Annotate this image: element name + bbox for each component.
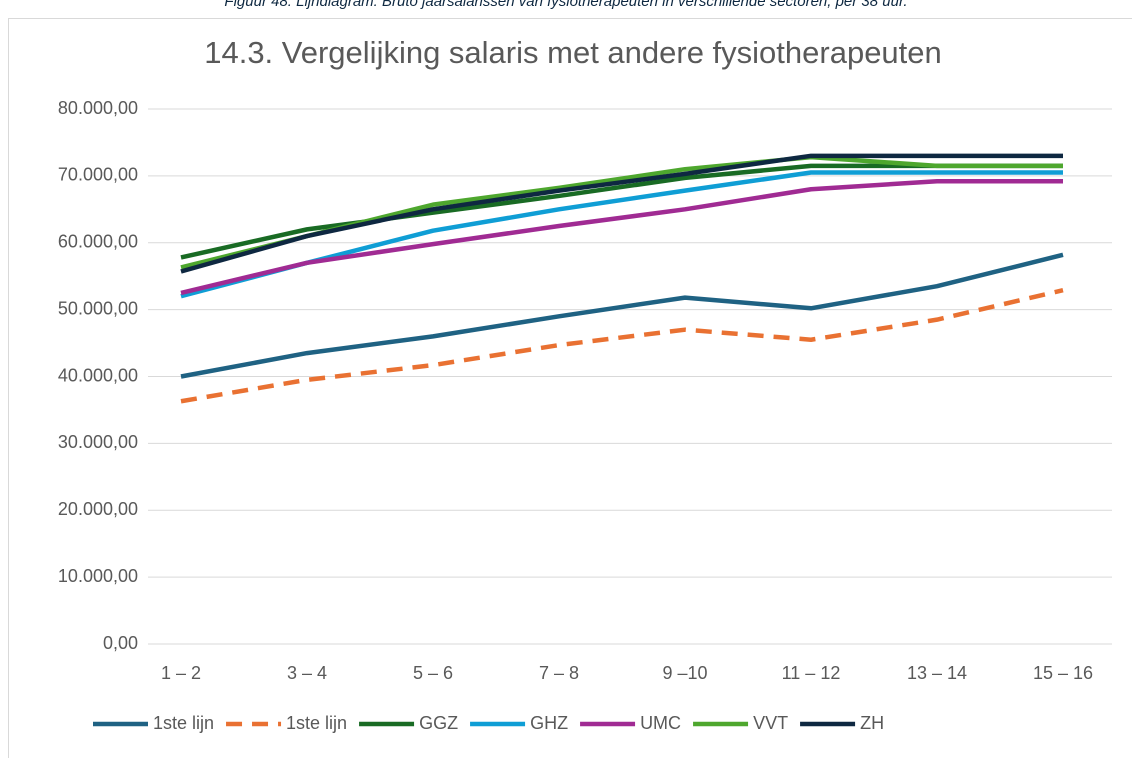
x-tick-label: 13 – 14 [907, 663, 967, 683]
y-tick-label: 70.000,00 [58, 165, 138, 185]
y-tick-label: 20.000,00 [58, 499, 138, 519]
series-line [180, 252, 1064, 379]
y-tick-label: 0,00 [103, 633, 138, 653]
series-line [180, 178, 1063, 296]
x-tick-label: 3 – 4 [287, 663, 327, 683]
legend-label: UMC [640, 713, 681, 733]
y-tick-label: 40.000,00 [58, 365, 138, 385]
x-tick-label: 9 –10 [662, 663, 707, 683]
y-tick-label: 30.000,00 [58, 432, 138, 452]
y-tick-label: 10.000,00 [58, 566, 138, 586]
y-tick-label: 50.000,00 [58, 298, 138, 318]
x-tick-label: 1 – 2 [161, 663, 201, 683]
y-tick-label: 60.000,00 [58, 232, 138, 252]
x-tick-label: 11 – 12 [782, 663, 841, 683]
series-line [180, 153, 1063, 274]
y-tick-label: 80.000,00 [58, 98, 138, 118]
x-tick-label: 7 – 8 [539, 663, 579, 683]
legend-label: 1ste lijn [286, 713, 347, 733]
x-tick-label: 5 – 6 [413, 663, 453, 683]
chart-title: 14.3. Vergelijking salaris met andere fy… [204, 35, 942, 70]
chart-frame [8, 18, 1132, 758]
legend-label: 1ste lijn [153, 713, 214, 733]
series-line [180, 288, 1064, 404]
legend-label: GHZ [530, 713, 568, 733]
x-tick-label: 15 – 16 [1033, 663, 1093, 683]
legend-label: GGZ [419, 713, 458, 733]
legend-label: VVT [753, 713, 788, 733]
caption: Figuur 48: Lijndiagram: Bruto jaarsalari… [224, 0, 907, 10]
legend-label: ZH [860, 713, 884, 733]
